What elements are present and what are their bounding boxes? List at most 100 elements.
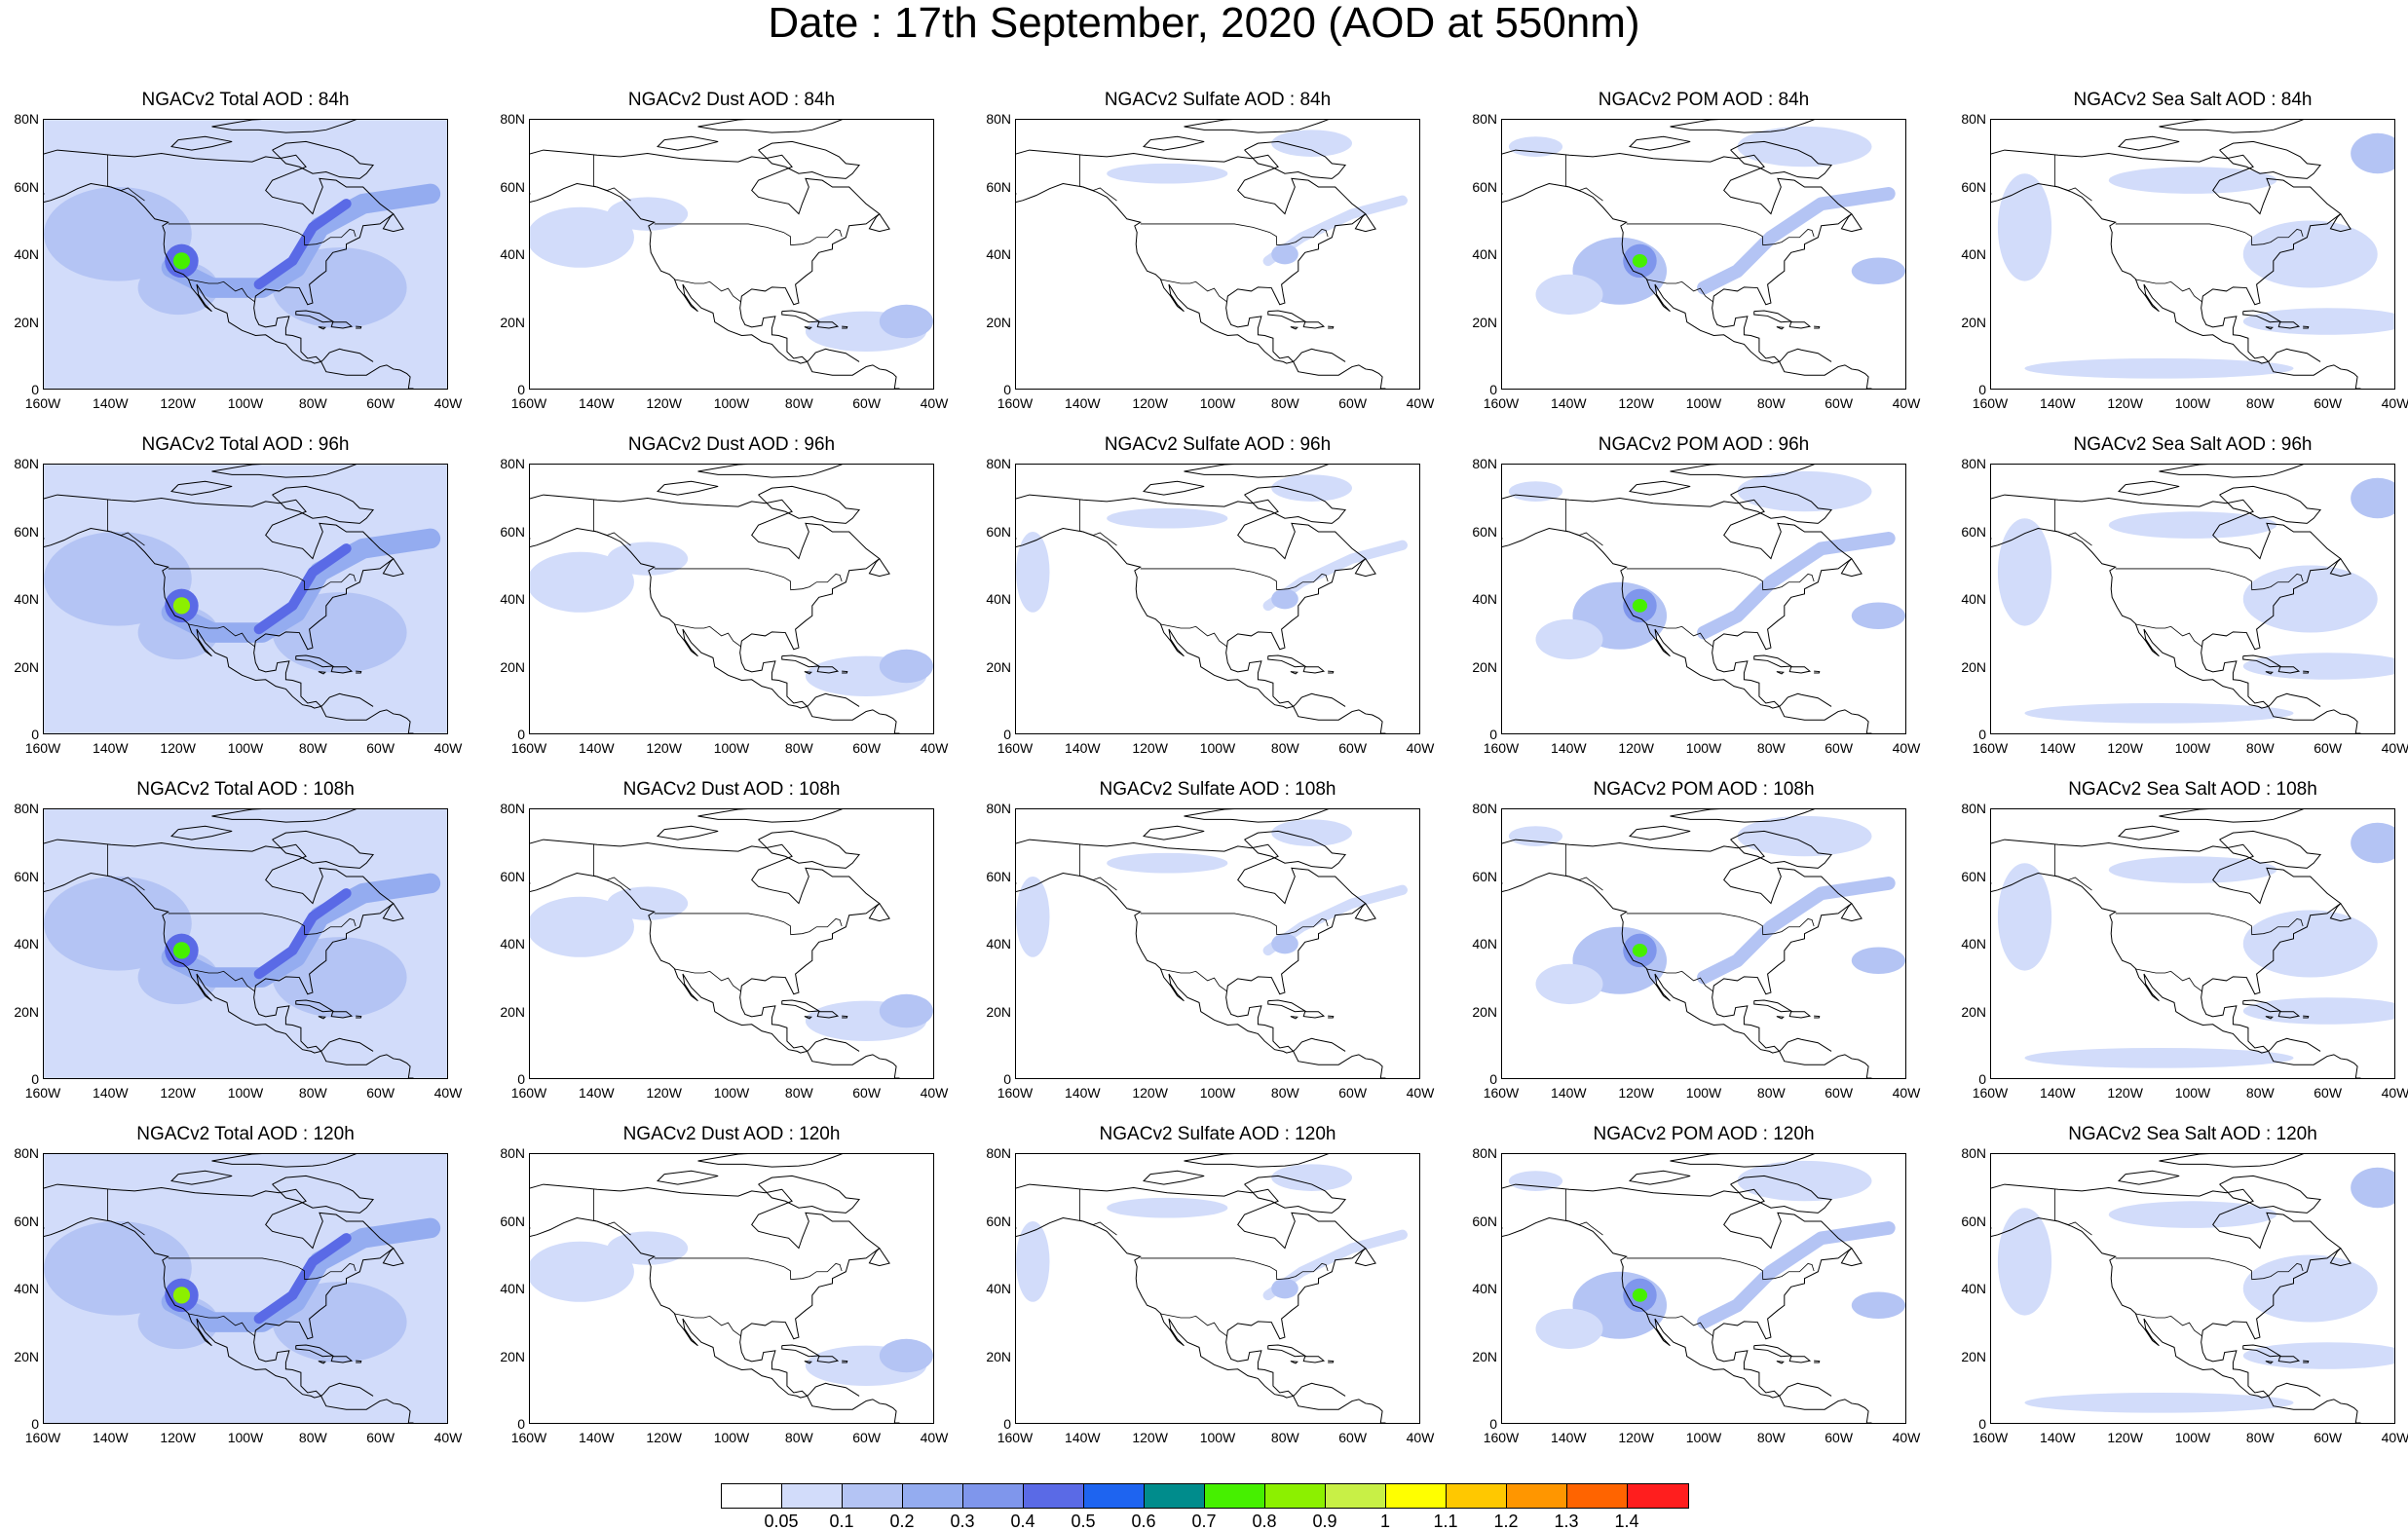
colorbar-label: 1.4 (1614, 1512, 1639, 1531)
coastline (170, 825, 233, 840)
country-border (1140, 1257, 1329, 1281)
panel-title: NGACv2 Sea Salt AOD : 96h (2073, 434, 2313, 455)
aerosol-field (1737, 815, 1872, 857)
coastline (2277, 321, 2301, 329)
aerosol-field (1851, 947, 1905, 975)
coastline (318, 1016, 326, 1020)
lat-tick-label: 60N (1961, 178, 1986, 195)
lon-tick-label: 160W (510, 740, 547, 756)
aerosol-field (879, 993, 933, 1028)
coastline (804, 1016, 812, 1020)
coastline (1629, 135, 1691, 151)
country-border (1565, 499, 1603, 546)
panel-title: NGACv2 Sea Salt AOD : 120h (2068, 1124, 2317, 1144)
aerosol-field (172, 942, 191, 959)
coastline (44, 494, 395, 709)
lon-tick-label: 120W (1618, 740, 1654, 756)
panel-title: NGACv2 Sulfate AOD : 108h (1099, 779, 1336, 800)
coastline (1184, 465, 1330, 478)
aerosol-field (1271, 1278, 1298, 1299)
lon-tick-label: 100W (2174, 740, 2211, 756)
lon-tick-label: 40W (920, 740, 949, 756)
figure-title: Date : 17th September, 2020 (AOD at 550n… (768, 0, 1640, 47)
coastline (781, 310, 821, 323)
coastline (1293, 348, 1386, 389)
lat-tick-label: 80N (986, 111, 1011, 127)
lon-tick-label: 100W (1199, 1430, 1236, 1445)
lon-tick-label: 160W (24, 1430, 61, 1445)
country-border (1079, 499, 1117, 546)
country-border (673, 1313, 741, 1336)
country-border (2134, 968, 2202, 991)
coastline (330, 1011, 354, 1019)
lon-tick-label: 80W (784, 740, 813, 756)
aerosol-field (2108, 167, 2277, 194)
coastline (1293, 1382, 1386, 1423)
lon-tick-label: 120W (2107, 1085, 2143, 1101)
coastline (382, 213, 404, 233)
lat-tick-label: 60N (986, 178, 1011, 195)
lat-tick-label: 20N (986, 658, 1011, 675)
lat-tick-label: 40N (14, 1281, 39, 1296)
panel-title: NGACv2 Total AOD : 120h (136, 1124, 355, 1144)
country-border (2115, 568, 2304, 591)
lon-tick-label: 60W (366, 740, 395, 756)
lat-tick-label: 20N (1472, 658, 1497, 675)
lat-tick-label: 20N (986, 1348, 1011, 1364)
panel-title: NGACv2 POM AOD : 108h (1593, 779, 1815, 800)
aerosol-field (1697, 877, 1896, 985)
coastline (1776, 1361, 1785, 1364)
lon-tick-label: 160W (510, 395, 547, 411)
coastline (2159, 120, 2305, 133)
coastline (1354, 558, 1376, 578)
panel-title: NGACv2 Dust AOD : 120h (622, 1124, 841, 1144)
lon-tick-label: 100W (2174, 1085, 2211, 1101)
country-border (168, 223, 357, 246)
lat-tick-label: 80N (1472, 1145, 1497, 1161)
aerosol-field (1271, 130, 1352, 157)
lon-tick-label: 80W (1270, 1430, 1299, 1445)
lat-tick-label: 40N (500, 1281, 525, 1296)
lat-tick-label: 20N (500, 1003, 525, 1020)
aerosol-field (1632, 944, 1648, 957)
lat-tick-label: 80N (500, 1145, 525, 1161)
coastline (807, 1382, 900, 1423)
aerosol-field (1535, 963, 1603, 1005)
country-border (1159, 623, 1227, 647)
lat-tick-label: 0 (1978, 382, 1986, 397)
coastline (2268, 1037, 2361, 1078)
colorbar-swatch (1024, 1484, 1084, 1508)
coastline (1779, 692, 1872, 733)
coastline (2268, 348, 2361, 389)
coastline (1302, 666, 1326, 674)
lat-tick-label: 80N (986, 801, 1011, 816)
country-border (107, 499, 145, 546)
colorbar-swatch (1507, 1484, 1567, 1508)
aerosol-field (1271, 588, 1298, 610)
country-border (1645, 623, 1713, 647)
coastline (1244, 830, 1347, 869)
aerosol-field (1697, 187, 1896, 295)
coastline (1244, 485, 1347, 524)
colorbar-label: 0.1 (829, 1512, 854, 1531)
lat-tick-label: 60N (500, 1213, 525, 1229)
colorbar-swatch (1567, 1484, 1628, 1508)
coastline (1840, 1248, 1862, 1267)
lon-tick-label: 160W (1483, 740, 1520, 756)
lat-tick-label: 0 (1489, 727, 1497, 742)
coastline (842, 325, 848, 329)
coastline (697, 465, 844, 478)
lon-tick-label: 100W (227, 395, 264, 411)
country-border (2115, 223, 2304, 246)
aerosol-field (1508, 1171, 1563, 1191)
map-panel (1501, 808, 1906, 1079)
lon-tick-label: 140W (1065, 395, 1101, 411)
country-border (593, 154, 631, 202)
aerosol-field (2242, 653, 2394, 680)
colorbar-label: 0.2 (889, 1512, 915, 1531)
aerosol-field (1271, 243, 1298, 265)
coastline (1143, 825, 1205, 840)
aerosol-field (2242, 1342, 2394, 1369)
coastline (2118, 1170, 2180, 1185)
coastline (1328, 1015, 1335, 1019)
